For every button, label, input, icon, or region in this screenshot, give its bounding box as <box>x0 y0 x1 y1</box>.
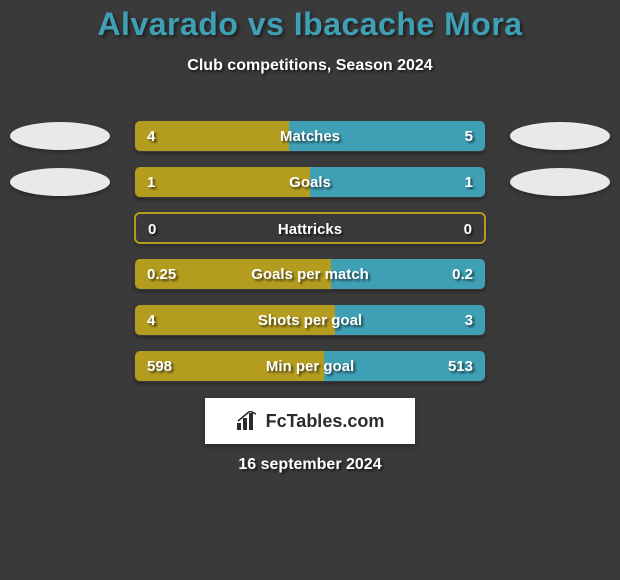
stat-label: Hattricks <box>136 214 484 242</box>
stat-bar: 45Matches <box>134 120 486 152</box>
footer-date: 16 september 2024 <box>0 456 620 474</box>
stat-label: Min per goal <box>135 351 485 381</box>
player-left-ellipse <box>10 168 110 196</box>
stat-label: Shots per goal <box>135 305 485 335</box>
stat-row: 0.250.2Goals per match <box>0 258 620 290</box>
stat-rows: 45Matches 11Goals 00Hattricks 0.250.2Goals … <box>0 120 620 396</box>
page-subtitle: Club competitions, Season 2024 <box>0 57 620 75</box>
stat-row: 45Matches <box>0 120 620 152</box>
stat-bar: 598513Min per goal <box>134 350 486 382</box>
comparison-infographic: Alvarado vs Ibacache Mora Club competiti… <box>0 0 620 580</box>
player-right-ellipse <box>510 122 610 150</box>
stat-row: 11Goals <box>0 166 620 198</box>
stat-label: Goals per match <box>135 259 485 289</box>
stat-bar: 43Shots per goal <box>134 304 486 336</box>
page-title: Alvarado vs Ibacache Mora <box>0 0 620 43</box>
stat-label: Goals <box>135 167 485 197</box>
brand-badge: FcTables.com <box>205 398 415 444</box>
stat-bar: 0.250.2Goals per match <box>134 258 486 290</box>
stat-bar: 00Hattricks <box>134 212 486 244</box>
player-right-ellipse <box>510 168 610 196</box>
stat-label: Matches <box>135 121 485 151</box>
stat-row: 598513Min per goal <box>0 350 620 382</box>
chart-icon <box>236 411 258 431</box>
stat-bar: 11Goals <box>134 166 486 198</box>
player-left-ellipse <box>10 122 110 150</box>
stat-row: 43Shots per goal <box>0 304 620 336</box>
stat-row: 00Hattricks <box>0 212 620 244</box>
brand-text: FcTables.com <box>266 411 385 432</box>
